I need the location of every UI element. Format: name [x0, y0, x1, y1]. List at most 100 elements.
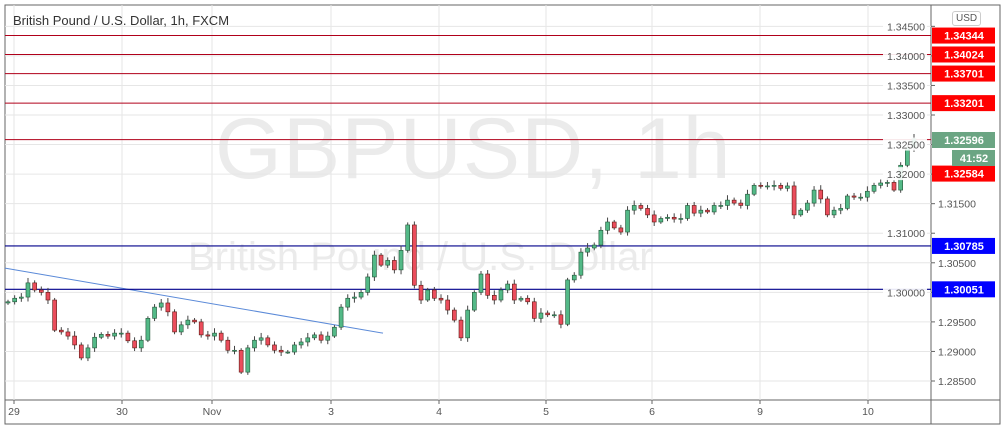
candle [172, 309, 177, 335]
candle-body [19, 296, 24, 299]
candle [845, 193, 850, 211]
y-tick-label-bg [883, 285, 927, 299]
candle-body [412, 224, 417, 286]
candle-body [818, 189, 824, 200]
candle-body [738, 202, 744, 206]
candle-body [438, 297, 444, 301]
candle [365, 273, 371, 296]
candle [585, 243, 590, 257]
trendline [4, 267, 384, 334]
candle-body [825, 198, 830, 216]
candle [785, 182, 790, 192]
candle-body [638, 205, 644, 209]
candle-body [771, 185, 777, 187]
y-tick-label: 1.30000 [887, 287, 925, 299]
candle [598, 226, 604, 249]
candle-body [285, 351, 291, 354]
candle [398, 245, 404, 275]
candle-body [651, 214, 657, 223]
candle-body [205, 334, 211, 337]
candle [19, 293, 24, 302]
candle [505, 280, 510, 294]
candle [145, 316, 151, 343]
chart-frame [4, 4, 1001, 425]
candle-body [152, 306, 157, 319]
candle [498, 287, 504, 303]
candle [258, 332, 264, 345]
candle [551, 311, 557, 318]
candle-body [378, 254, 384, 266]
support-price-label-bg [932, 237, 995, 254]
y-tick-label: 1.28500 [938, 376, 976, 388]
candle [25, 277, 31, 302]
watermark-symbol: GBPUSD, 1h [215, 101, 732, 197]
candle [818, 185, 824, 204]
candle [651, 210, 657, 226]
candle [198, 318, 204, 338]
candle-body [352, 296, 357, 299]
candle [618, 224, 624, 235]
candle-body [312, 334, 317, 339]
candle [765, 181, 770, 190]
candle-body [778, 185, 784, 189]
candle [325, 331, 331, 345]
candle [705, 208, 710, 214]
candle [218, 330, 224, 343]
candle [58, 327, 64, 335]
candle [878, 179, 883, 189]
y-tick-label-bg [883, 137, 927, 151]
x-tick-label: 4 [436, 406, 442, 418]
candle-body [118, 332, 124, 335]
candle [32, 280, 37, 293]
candle-body [865, 190, 870, 198]
candle-body [45, 292, 51, 301]
candle-body [278, 349, 284, 353]
candle-body [358, 292, 364, 298]
candle-body [685, 205, 690, 219]
support-price-label: 1.30051 [944, 284, 984, 296]
x-tick-label: Nov [203, 406, 222, 418]
y-tick-label: 1.33500 [887, 80, 925, 92]
candle-body [858, 196, 864, 199]
candle-body [192, 319, 197, 323]
candle [338, 304, 344, 330]
candle-body [298, 341, 304, 346]
candle-body [305, 337, 311, 343]
candle-body [758, 185, 764, 187]
candle-body [891, 182, 897, 191]
candle [671, 213, 677, 223]
candle [345, 294, 351, 311]
candle-body [92, 336, 97, 349]
y-tick-label: 1.33000 [887, 110, 925, 122]
candle-body [178, 324, 184, 333]
candle-body [172, 311, 177, 333]
candle [332, 325, 337, 338]
candle [678, 213, 684, 224]
y-tick-label-bg [883, 226, 927, 240]
y-tick-label: 1.30500 [938, 258, 976, 270]
candle [252, 336, 257, 352]
candle-body [831, 209, 837, 216]
y-tick-label: 1.29500 [938, 317, 976, 329]
candle [805, 200, 810, 213]
countdown-bg [952, 150, 995, 166]
candle [292, 341, 297, 355]
candle [185, 315, 191, 329]
candle [725, 195, 730, 210]
candle-body [292, 344, 297, 353]
candle-body [125, 332, 131, 342]
candle-body [798, 209, 804, 216]
candle [118, 328, 124, 338]
candle [78, 342, 84, 361]
currency-button[interactable]: USD [952, 11, 982, 26]
candle [511, 279, 517, 305]
candle [745, 189, 750, 210]
candle-body [498, 289, 504, 301]
candle [638, 202, 644, 211]
candle [525, 295, 530, 305]
candle [831, 206, 837, 219]
candle-body [72, 335, 77, 346]
candle-body [138, 339, 144, 349]
last-price-label-bg [932, 132, 995, 148]
